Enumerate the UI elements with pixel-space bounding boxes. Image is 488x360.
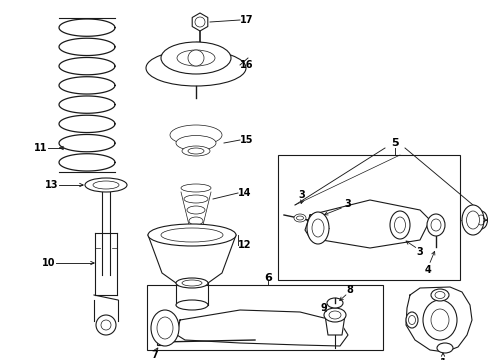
- Ellipse shape: [148, 224, 236, 246]
- Text: 3: 3: [298, 190, 305, 200]
- Ellipse shape: [151, 310, 179, 346]
- Text: 12: 12: [238, 240, 251, 250]
- Ellipse shape: [394, 217, 405, 233]
- Ellipse shape: [436, 343, 452, 353]
- Ellipse shape: [389, 211, 409, 239]
- Ellipse shape: [430, 289, 448, 301]
- Ellipse shape: [177, 50, 215, 66]
- Ellipse shape: [186, 206, 204, 214]
- Ellipse shape: [328, 311, 340, 319]
- Polygon shape: [305, 200, 429, 248]
- Ellipse shape: [176, 278, 207, 288]
- Ellipse shape: [146, 50, 245, 86]
- Bar: [147, 285, 382, 350]
- Ellipse shape: [293, 214, 305, 222]
- Ellipse shape: [176, 135, 216, 150]
- Ellipse shape: [182, 146, 209, 156]
- Polygon shape: [325, 315, 345, 335]
- Text: 13: 13: [44, 180, 58, 190]
- Ellipse shape: [189, 217, 203, 225]
- Text: 15: 15: [240, 135, 253, 145]
- Text: 3: 3: [416, 247, 423, 257]
- Ellipse shape: [311, 219, 324, 237]
- Ellipse shape: [161, 42, 230, 74]
- Bar: [278, 155, 459, 280]
- Bar: [157, 337, 163, 345]
- Text: 17: 17: [240, 15, 253, 25]
- Ellipse shape: [181, 184, 210, 192]
- Polygon shape: [405, 287, 471, 352]
- Text: 9: 9: [320, 303, 326, 313]
- Text: 1: 1: [439, 358, 446, 360]
- Ellipse shape: [183, 195, 207, 203]
- Ellipse shape: [426, 214, 444, 236]
- Ellipse shape: [466, 211, 479, 229]
- Ellipse shape: [422, 300, 456, 340]
- Polygon shape: [177, 310, 347, 346]
- Text: 7: 7: [151, 350, 158, 360]
- Text: 5: 5: [390, 138, 398, 148]
- Text: 3: 3: [344, 199, 351, 209]
- Ellipse shape: [461, 205, 483, 235]
- Text: 16: 16: [240, 60, 253, 70]
- Ellipse shape: [405, 312, 417, 328]
- Ellipse shape: [85, 178, 127, 192]
- Text: 14: 14: [238, 188, 251, 198]
- Circle shape: [96, 315, 116, 335]
- Text: 8: 8: [346, 285, 353, 295]
- Circle shape: [187, 50, 203, 66]
- Polygon shape: [192, 13, 207, 31]
- Text: 6: 6: [264, 273, 271, 283]
- Ellipse shape: [473, 211, 487, 229]
- Text: 10: 10: [41, 258, 55, 268]
- Ellipse shape: [326, 298, 342, 308]
- Text: 2: 2: [486, 215, 488, 225]
- Ellipse shape: [430, 219, 440, 231]
- Ellipse shape: [430, 309, 448, 331]
- Ellipse shape: [170, 125, 222, 145]
- Ellipse shape: [176, 300, 207, 310]
- Ellipse shape: [157, 317, 173, 339]
- Ellipse shape: [306, 212, 328, 244]
- Text: 11: 11: [34, 143, 47, 153]
- Text: 4: 4: [424, 265, 430, 275]
- Ellipse shape: [161, 228, 223, 242]
- Ellipse shape: [324, 308, 346, 322]
